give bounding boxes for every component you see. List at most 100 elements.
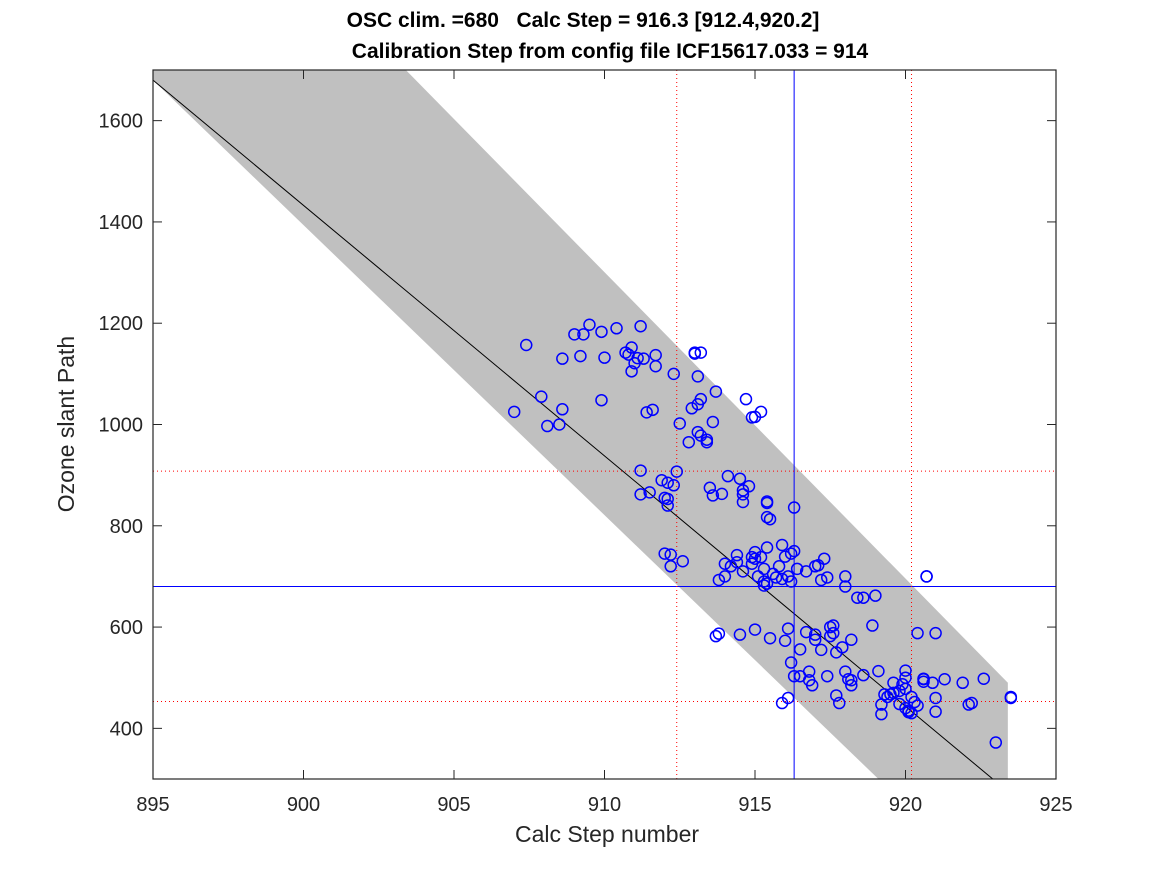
data-point-113 <box>793 643 807 656</box>
data-point-0 <box>507 405 521 419</box>
data-point-63 <box>721 469 735 483</box>
data-point-5 <box>556 403 569 416</box>
data-point-106 <box>784 575 798 588</box>
data-point-111 <box>787 544 801 558</box>
data-point-34 <box>661 492 674 506</box>
data-point-30 <box>655 473 668 487</box>
data-point-20 <box>631 351 644 365</box>
chart-title-line-1: OSC clim. =680 Calc Step = 916.3 [912.4,… <box>347 9 820 32</box>
data-point-146 <box>857 668 870 682</box>
data-point-73 <box>739 392 753 406</box>
data-point-125 <box>814 643 828 657</box>
data-point-99 <box>775 538 789 552</box>
data-point-10 <box>583 318 596 331</box>
data-point-100 <box>778 550 792 563</box>
data-point-122 <box>808 633 822 646</box>
data-point-11 <box>595 325 608 339</box>
data-point-177 <box>929 626 942 640</box>
data-point-134 <box>830 689 843 702</box>
data-point-108 <box>781 691 795 705</box>
data-point-7 <box>568 328 581 341</box>
data-point-9 <box>577 328 590 341</box>
x-tick-label-6: 925 <box>1039 794 1072 816</box>
data-point-175 <box>920 570 933 583</box>
data-point-184 <box>977 672 991 685</box>
data-point-148 <box>869 589 882 602</box>
data-point-135 <box>833 696 846 710</box>
y-axis-label: Ozone slant Path <box>53 336 79 512</box>
data-point-181 <box>956 676 969 690</box>
data-point-136 <box>836 641 849 654</box>
y-tick-label-6: 1600 <box>99 111 144 133</box>
data-point-161 <box>899 664 912 677</box>
data-point-151 <box>875 707 888 721</box>
data-point-61 <box>718 570 732 583</box>
data-point-67 <box>736 565 750 578</box>
x-tick-label-5: 920 <box>889 794 922 816</box>
data-point-127 <box>817 552 831 565</box>
data-point-8 <box>574 349 587 363</box>
data-point-185 <box>989 736 1003 749</box>
data-point-141 <box>845 673 858 687</box>
data-point-36 <box>667 479 680 492</box>
data-point-84 <box>754 550 768 564</box>
data-point-188 <box>688 346 702 359</box>
data-point-139 <box>839 570 852 583</box>
data-point-37 <box>670 465 683 478</box>
data-point-49 <box>694 392 708 406</box>
data-point-54 <box>709 385 723 398</box>
data-point-143 <box>845 633 858 646</box>
data-point-88 <box>760 541 774 554</box>
data-point-26 <box>646 403 659 417</box>
data-point-6 <box>556 352 569 365</box>
data-point-132 <box>827 626 840 640</box>
data-point-158 <box>893 684 906 698</box>
data-point-69 <box>736 488 750 501</box>
data-point-22 <box>637 352 650 365</box>
x-axis-label: Calc Step number <box>515 821 699 847</box>
plot-area: 895 900 905 910 915 920 925 400 600 800 1000 1200 14… <box>99 69 1073 816</box>
data-point-162 <box>899 682 912 696</box>
y-tick-label-3: 1000 <box>99 415 144 437</box>
chart-title-line-2: Calibration Step from config file ICF156… <box>352 40 869 63</box>
data-point-35 <box>667 367 680 381</box>
data-point-102 <box>778 634 792 647</box>
y-tick-label-1: 600 <box>110 617 143 639</box>
data-point-131 <box>827 619 840 632</box>
data-point-62 <box>718 557 732 571</box>
data-point-68 <box>733 472 747 485</box>
data-point-121 <box>808 628 822 641</box>
data-point-94 <box>763 512 777 526</box>
data-point-166 <box>905 706 918 720</box>
data-point-103 <box>781 622 795 635</box>
data-point-60 <box>715 487 729 501</box>
x-tick-label-3: 910 <box>588 794 621 816</box>
data-point-1 <box>519 338 533 352</box>
x-tick-label-1: 900 <box>287 794 320 816</box>
data-point-21 <box>634 320 647 333</box>
data-point-187 <box>1004 690 1018 704</box>
data-point-14 <box>610 322 623 335</box>
data-point-115 <box>799 625 813 639</box>
data-point-124 <box>814 573 828 587</box>
data-point-98 <box>775 572 789 586</box>
data-point-55 <box>703 481 717 495</box>
data-point-87 <box>757 579 771 592</box>
data-point-176 <box>926 676 939 690</box>
y-tick-label-5: 1400 <box>99 212 144 234</box>
data-point-97 <box>772 560 786 573</box>
data-point-137 <box>839 665 852 678</box>
data-point-59 <box>712 627 726 640</box>
data-point-31 <box>661 476 674 489</box>
data-point-128 <box>820 571 834 584</box>
data-point-2 <box>535 390 548 403</box>
data-point-56 <box>706 489 720 502</box>
data-point-112 <box>790 562 804 576</box>
data-point-74 <box>742 480 756 493</box>
data-point-110 <box>787 501 801 514</box>
data-point-3 <box>541 419 554 433</box>
data-point-183 <box>965 696 978 710</box>
data-point-23 <box>640 406 653 419</box>
data-point-33 <box>661 499 674 512</box>
